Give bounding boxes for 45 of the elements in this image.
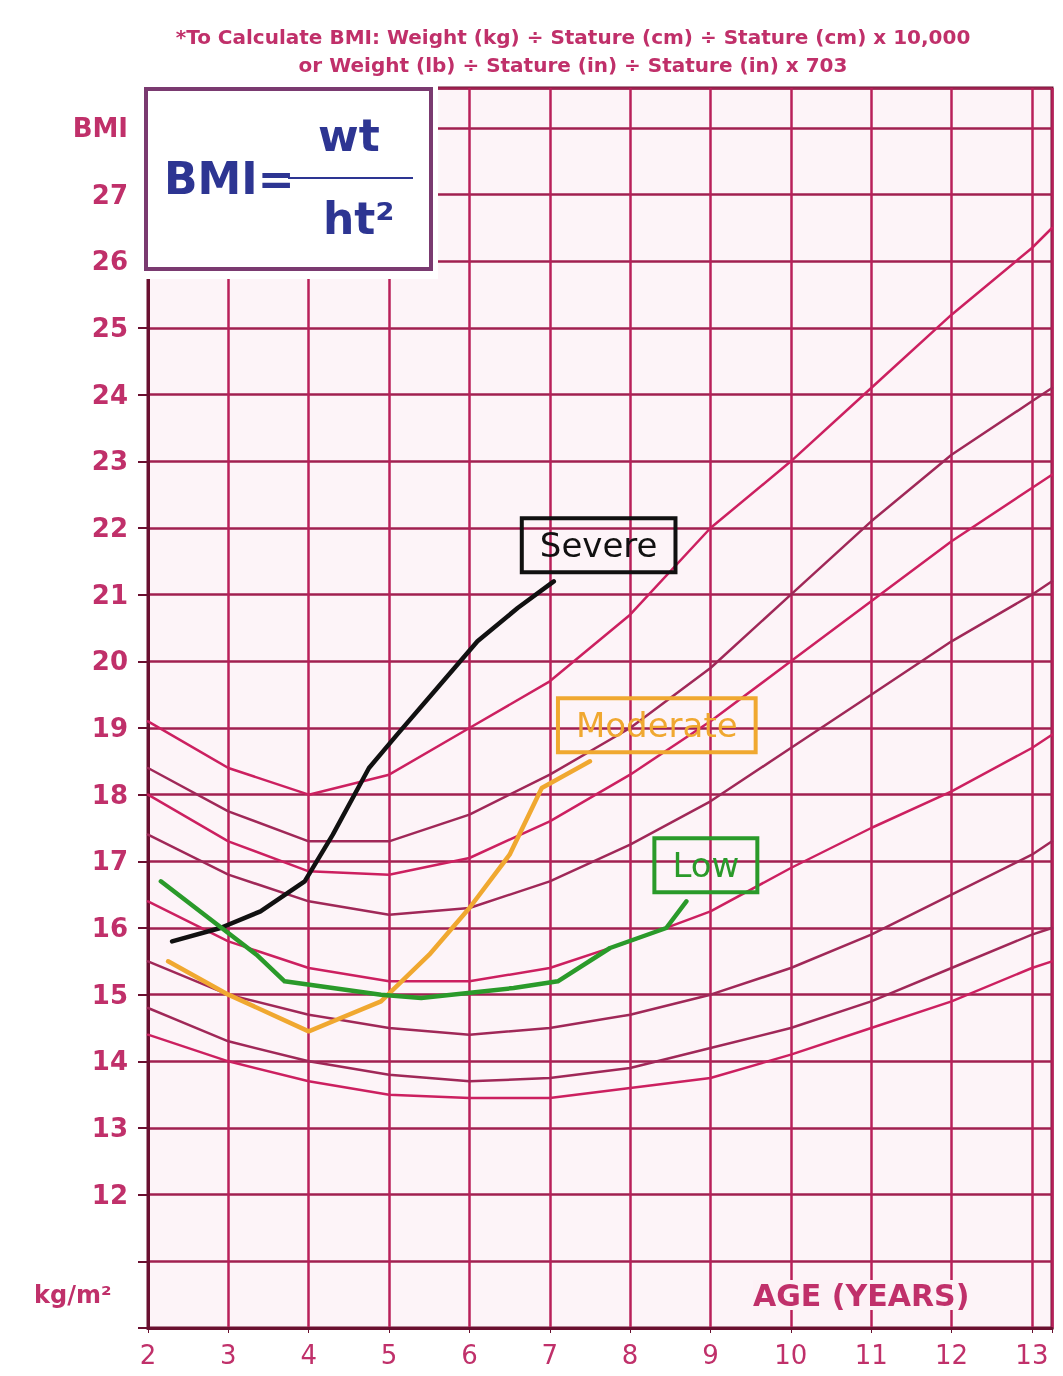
y-axis-title: kg/m² — [34, 1281, 112, 1309]
annotation: ht² — [323, 192, 395, 244]
chart-subtitle: or Weight (lb) ÷ Stature (in) ÷ Stature (in) x 703 — [298, 53, 848, 77]
line-series — [146, 926, 1054, 1083]
y-tick-label: 16 — [91, 913, 128, 943]
x-tick-label: 11 — [854, 1340, 888, 1370]
y-tick-label: 23 — [91, 446, 128, 477]
chart-title: *To Calculate BMI: Weight (kg) ÷ Stature (cm) ÷ Stature (cm) x 10,000 — [175, 25, 971, 49]
x-tick-label: 6 — [461, 1340, 478, 1370]
y-tick-label: 14 — [91, 1046, 128, 1077]
y-tick-label: 21 — [91, 579, 128, 610]
x-axis-title: AGE (YEARS) — [753, 1277, 970, 1313]
x-tick-label: 3 — [220, 1340, 237, 1370]
x-tick-label: 12 — [935, 1340, 969, 1370]
y-tick-label: 12 — [91, 1179, 128, 1210]
x-tick-label: 4 — [300, 1340, 317, 1370]
line-series — [165, 759, 593, 1034]
y-tick-label: BMI — [72, 113, 128, 143]
line-series — [146, 386, 1054, 843]
y-tick-label: 13 — [91, 1113, 128, 1143]
y-tick-label: 22 — [91, 513, 128, 543]
y-tick-label: 18 — [91, 779, 128, 810]
line-series — [158, 879, 689, 1001]
x-tick-label: 8 — [621, 1340, 639, 1370]
y-tick-label: 17 — [91, 846, 128, 877]
line-series — [146, 473, 1054, 876]
line-series — [146, 840, 1054, 1036]
x-tick-label: 2 — [139, 1340, 157, 1370]
x-tick-label: 10 — [774, 1340, 808, 1370]
annotation: wt — [318, 109, 380, 161]
y-tick-label: 25 — [91, 313, 128, 343]
y-tick-label: 15 — [91, 979, 128, 1010]
x-tick-label: 7 — [541, 1340, 559, 1370]
annotation: BMI= — [164, 152, 295, 204]
y-tick-label: 24 — [91, 379, 128, 410]
line-series — [169, 579, 557, 944]
line-series — [146, 960, 1054, 1100]
y-tick-label: 20 — [91, 646, 128, 677]
line-series — [146, 580, 1054, 916]
y-tick-label: 19 — [91, 713, 128, 743]
y-tick-label: 27 — [91, 179, 128, 210]
x-tick-label: 5 — [380, 1340, 398, 1370]
y-tick-label: 26 — [91, 246, 128, 277]
x-tick-label: 13 — [1015, 1340, 1049, 1370]
x-tick-label: 9 — [702, 1340, 719, 1370]
